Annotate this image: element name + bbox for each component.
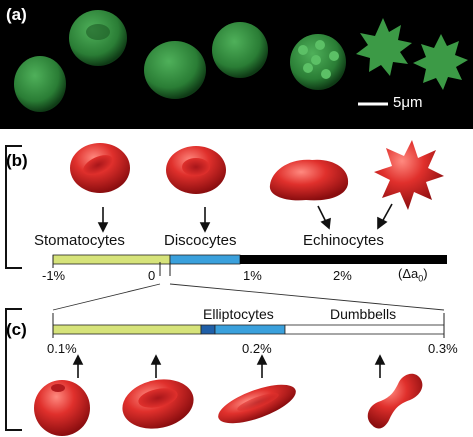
green-cell-7	[413, 34, 468, 90]
elliptocyte-render	[218, 384, 296, 424]
bar-c-dumbbell-segment	[284, 324, 445, 335]
tick-b-1: 1%	[243, 268, 262, 283]
arrow-c-1	[72, 354, 84, 378]
tick-b-minus1: -1%	[42, 268, 66, 283]
bar-b-echinocyte-segment	[240, 255, 447, 264]
bar-c-stomatocyte-segment	[52, 324, 202, 335]
tick-b-2: 2%	[333, 268, 352, 283]
tick-c-03: 0.3%	[428, 341, 458, 356]
bar-b-discocyte-segment	[169, 254, 241, 265]
arrow-echinocyte-1	[317, 205, 331, 230]
green-cell-6	[356, 18, 412, 76]
panel-c-label: (c)	[6, 320, 27, 339]
bar-c-elliptocyte-segment	[214, 324, 286, 335]
label-stomatocytes: Stomatocytes	[34, 232, 125, 249]
panel-a-label: (a)	[6, 5, 27, 24]
green-cell-4	[212, 22, 268, 78]
stomatocyte-c-render	[34, 380, 90, 436]
discocyte-c-render	[122, 379, 194, 429]
label-dumbbells: Dumbbells	[330, 306, 397, 322]
arrow-echinocyte-2	[377, 203, 393, 230]
arrow-c-3	[256, 354, 268, 378]
bar-c-dark-segment	[200, 324, 216, 335]
arrow-stomatocyte	[97, 207, 109, 233]
panel-a-micrograph: (a) 5μm	[0, 0, 473, 129]
discocyte-render	[166, 146, 226, 194]
echinocyte-render-2	[374, 140, 444, 210]
arrow-discocyte	[199, 207, 211, 233]
zoom-line-right	[169, 283, 445, 311]
axis-symbol: (Δa0)	[398, 266, 428, 284]
echinocyte-render-1	[269, 159, 349, 201]
scale-bar-label: 5μm	[393, 94, 423, 111]
green-cell-3	[144, 41, 206, 99]
arrow-c-2	[150, 354, 162, 378]
panel-b-bracket	[5, 145, 22, 269]
label-echinocytes: Echinocytes	[303, 232, 384, 249]
zoom-line-left	[52, 283, 161, 311]
label-discocytes: Discocytes	[164, 232, 237, 249]
green-cell-1	[14, 56, 66, 112]
micrograph-cells	[14, 10, 468, 112]
arrow-c-4	[374, 354, 386, 378]
label-elliptocytes: Elliptocytes	[203, 306, 274, 322]
tick-c-01: 0.1%	[47, 341, 77, 356]
panel-b-label: (b)	[6, 151, 28, 170]
tick-b-0: 0	[148, 268, 156, 283]
stomatocyte-render	[70, 143, 130, 193]
dumbbell-render	[367, 373, 423, 429]
tick-c-02: 0.2%	[242, 341, 272, 356]
bar-b-stomatocyte-segment	[52, 254, 171, 265]
panel-c-bracket	[5, 308, 22, 431]
green-cell-5	[290, 34, 346, 90]
